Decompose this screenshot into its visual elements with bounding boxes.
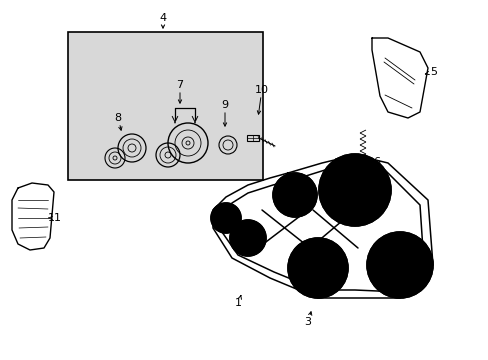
Text: 2: 2: [333, 158, 340, 168]
Text: 7: 7: [176, 80, 183, 90]
Text: 5: 5: [429, 67, 437, 77]
Text: 8: 8: [114, 113, 122, 123]
Text: 9: 9: [221, 100, 228, 110]
Text: 3: 3: [304, 317, 311, 327]
Circle shape: [272, 173, 316, 217]
Text: 1: 1: [234, 298, 241, 308]
Circle shape: [318, 154, 390, 226]
Text: 4: 4: [159, 13, 166, 23]
Circle shape: [210, 203, 241, 233]
Bar: [68, 32, 263, 180]
Text: 11: 11: [48, 213, 62, 223]
Circle shape: [366, 232, 432, 298]
Circle shape: [287, 238, 347, 298]
Circle shape: [229, 220, 265, 256]
Text: 6: 6: [373, 157, 380, 167]
Text: 10: 10: [254, 85, 268, 95]
